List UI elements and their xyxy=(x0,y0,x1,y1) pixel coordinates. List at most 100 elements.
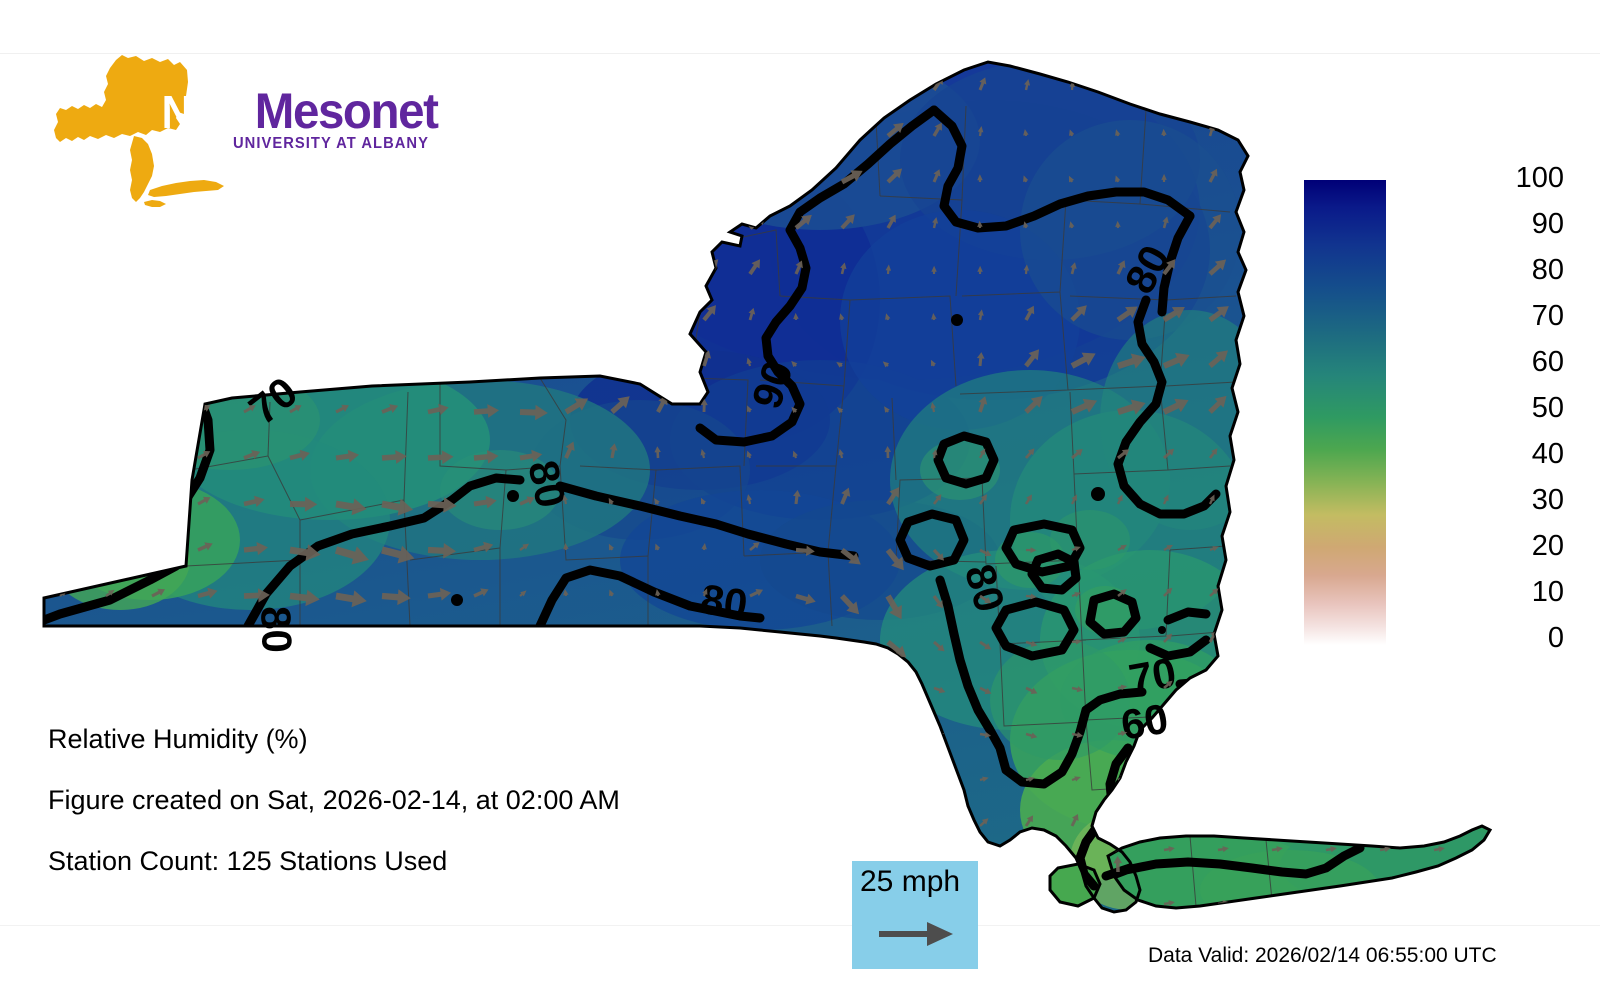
wind-arrow-icon xyxy=(381,634,400,645)
wind-arrow-icon xyxy=(886,122,904,138)
wind-arrow-icon xyxy=(1161,128,1167,137)
wind-arrow-icon xyxy=(381,820,388,828)
wind-arrow-icon xyxy=(381,359,392,368)
wind-arrow-icon xyxy=(473,682,481,689)
station-markers xyxy=(451,314,1166,634)
wind-arrow-icon xyxy=(1025,547,1037,554)
wind-arrow-icon xyxy=(563,543,569,551)
wind-arrow-icon xyxy=(702,588,708,597)
wind-arrow-icon xyxy=(427,450,454,465)
wind-arrow-icon xyxy=(795,638,816,649)
wind-arrow-icon xyxy=(836,361,843,368)
wind-arrow-icon xyxy=(1024,79,1031,91)
wind-arrow-icon xyxy=(471,125,478,137)
wind-arrow-icon xyxy=(657,633,663,643)
wind-arrow-icon xyxy=(746,494,752,505)
wind-arrow-icon xyxy=(427,682,434,689)
wind-arrow-icon xyxy=(59,405,72,414)
wind-arrow-icon xyxy=(978,494,988,505)
wind-arrow-icon xyxy=(978,448,986,459)
wind-arrow-icon xyxy=(242,76,253,91)
wind-arrow-icon xyxy=(1161,81,1167,91)
wind-arrow-icon xyxy=(1069,221,1075,229)
wind-arrow-icon xyxy=(425,82,431,91)
wind-arrow-icon xyxy=(611,731,632,743)
wind-arrow-icon xyxy=(611,865,629,875)
wind-arrow-icon xyxy=(1208,448,1218,459)
wind-arrow-icon xyxy=(702,869,724,884)
wind-arrow-icon xyxy=(197,587,218,599)
wind-arrow-icon xyxy=(609,634,616,643)
wind-arrow-icon xyxy=(1162,448,1175,460)
wind-arrow-icon xyxy=(1070,352,1096,369)
wind-arrow-icon xyxy=(655,589,661,597)
wind-arrow-icon xyxy=(1117,637,1127,643)
wind-arrow-icon xyxy=(885,548,904,571)
wind-arrow-icon xyxy=(1070,494,1077,505)
wind-arrow-icon xyxy=(746,357,752,367)
wind-arrow-icon xyxy=(702,777,724,794)
wind-arrow-icon xyxy=(609,443,618,459)
wind-arrow-icon xyxy=(565,727,583,738)
wind-arrow-icon xyxy=(564,78,572,91)
wind-arrow-icon xyxy=(518,214,529,229)
wind-arrow-icon xyxy=(149,219,155,229)
wind-arrow-icon xyxy=(472,729,480,736)
wind-arrow-icon xyxy=(519,819,532,828)
colorbar-tick: 90 xyxy=(1531,208,1564,240)
wind-arrow-icon xyxy=(748,259,761,276)
station-dot xyxy=(507,490,519,502)
wind-arrow-icon xyxy=(334,215,343,229)
wind-arrow-icon xyxy=(288,217,295,229)
wind-arrow-icon xyxy=(105,404,120,414)
wind-arrow-icon xyxy=(197,359,210,368)
wind-arrow-icon xyxy=(519,404,548,421)
wind-arrow-icon xyxy=(1071,638,1082,645)
logo-wordmark: NYS Mesonet xyxy=(158,82,442,140)
wind-arrow-icon xyxy=(1071,592,1081,598)
wind-arrow-icon xyxy=(1024,815,1034,827)
wind-arrow-icon xyxy=(793,870,813,891)
wind-arrow-icon xyxy=(794,77,814,92)
wind-arrow-icon xyxy=(59,819,85,833)
wind-arrow-icon xyxy=(1163,680,1173,689)
wind-arrow-icon xyxy=(1023,129,1029,137)
wind-arrow-icon xyxy=(334,729,341,736)
wind-arrow-icon xyxy=(1023,221,1029,229)
wind-arrow-icon xyxy=(241,219,247,229)
wind-arrow-icon xyxy=(657,868,678,880)
wind-arrow-icon xyxy=(840,487,851,505)
station-dot xyxy=(1158,626,1166,634)
wind-arrow-icon xyxy=(887,727,904,737)
wind-arrow-icon xyxy=(335,634,358,646)
wind-arrow-icon xyxy=(289,544,321,562)
wind-arrow-icon xyxy=(1023,264,1030,275)
wind-arrow-icon xyxy=(1163,900,1175,907)
wind-arrow-icon xyxy=(657,681,675,691)
wind-arrow-icon xyxy=(702,823,723,841)
wind-arrow-icon xyxy=(564,214,575,229)
bottom-hairline xyxy=(0,925,1600,926)
wind-arrow-icon xyxy=(289,405,302,414)
wind-arrow-icon xyxy=(700,449,706,459)
wind-arrow-icon xyxy=(978,77,987,91)
wind-arrow-icon xyxy=(58,305,70,322)
colorbar-tick: 20 xyxy=(1531,530,1564,562)
wind-arrow-icon xyxy=(59,452,67,459)
wind-arrow-icon xyxy=(379,309,386,321)
wind-arrow-icon xyxy=(151,544,159,551)
wind-arrow-icon xyxy=(518,307,544,323)
wind-arrow-icon xyxy=(104,122,115,137)
wind-arrow-icon xyxy=(289,680,307,690)
wind-arrow-icon xyxy=(1162,398,1189,415)
wind-arrow-icon xyxy=(197,450,211,460)
wind-arrow-icon xyxy=(289,360,297,367)
wind-arrow-icon xyxy=(1024,305,1035,321)
wind-arrow-icon xyxy=(381,404,399,414)
wind-arrow-icon xyxy=(517,79,524,91)
wind-arrow-icon xyxy=(656,777,677,795)
wind-arrow-icon xyxy=(979,548,992,557)
logo-mesonet-text: Mesonet xyxy=(254,83,438,139)
wind-arrow-icon xyxy=(563,634,570,643)
